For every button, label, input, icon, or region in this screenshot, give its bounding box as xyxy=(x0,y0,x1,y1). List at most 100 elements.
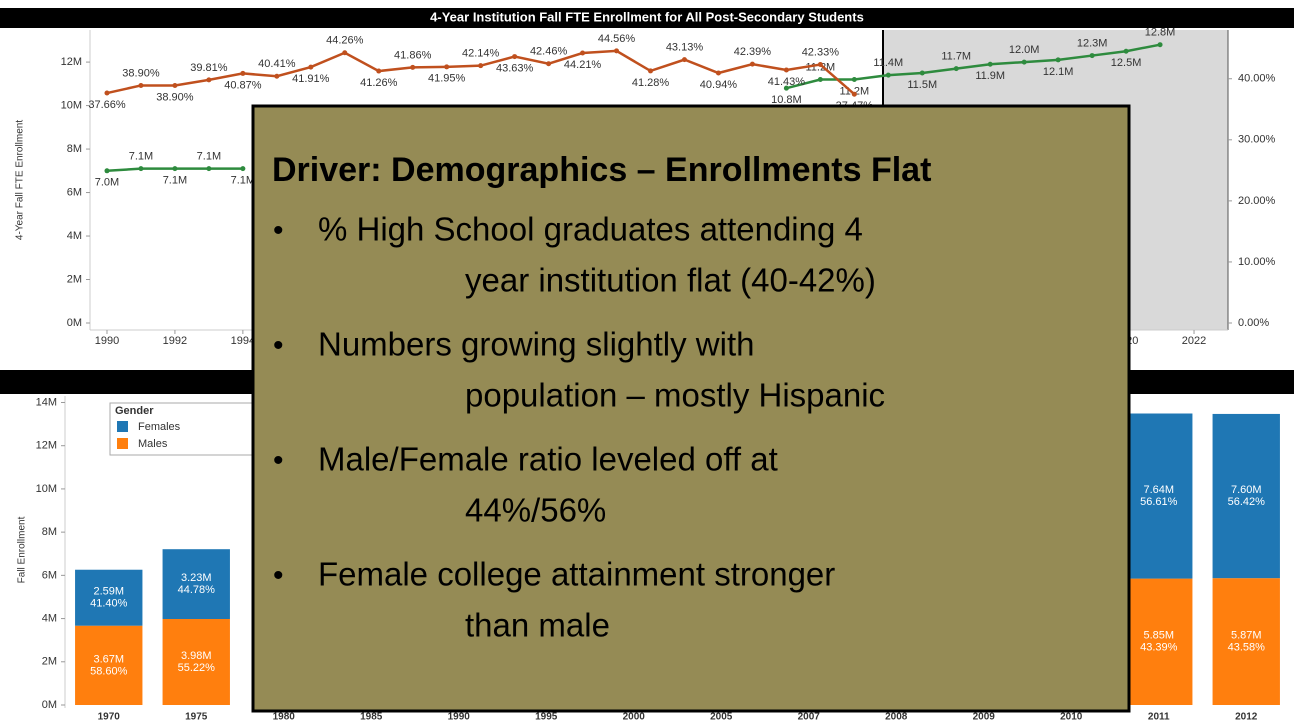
data-label: 12.1M xyxy=(1043,66,1074,78)
data-label: 7.64M xyxy=(1143,484,1174,496)
data-label: 41.95% xyxy=(428,73,466,85)
share-label: 58.60% xyxy=(90,665,128,677)
data-label: 42.39% xyxy=(734,46,772,58)
data-label: 2.59M xyxy=(93,586,124,598)
y2-tick-label: 20.00% xyxy=(1238,195,1276,207)
point xyxy=(1021,59,1027,65)
point xyxy=(138,166,144,172)
data-label: 11.4M xyxy=(873,57,903,69)
bullet-text: Female college attainment stronger xyxy=(318,556,835,593)
point xyxy=(580,50,586,56)
point xyxy=(512,54,518,60)
data-label: 41.91% xyxy=(292,73,330,85)
y-tick-label: 0M xyxy=(42,699,57,711)
point xyxy=(1157,42,1163,48)
bar-segment xyxy=(1125,413,1193,579)
y-tick-label: 8M xyxy=(67,143,82,155)
data-label: 41.26% xyxy=(360,77,398,89)
point xyxy=(715,70,721,76)
chart-title: 4-Year Institution Fall FTE Enrollment f… xyxy=(430,9,864,24)
callout-heading: Driver: Demographics – Enrollments Flat xyxy=(272,151,931,189)
point xyxy=(104,168,110,174)
y-tick-label: 2M xyxy=(42,656,57,668)
share-label: 56.61% xyxy=(1140,496,1178,508)
bullet-text: year institution flat (40-42%) xyxy=(465,262,876,299)
data-label: 41.28% xyxy=(632,77,670,89)
legend-title: Gender xyxy=(115,405,154,417)
y-tick-label: 14M xyxy=(36,396,57,408)
share-label: 55.22% xyxy=(178,662,216,674)
x-tick-label: 1975 xyxy=(185,712,208,723)
series-line xyxy=(786,43,1161,90)
y-tick-label: 6M xyxy=(42,569,57,581)
legend xyxy=(109,402,261,456)
data-label: 3.23M xyxy=(181,572,212,584)
data-label: 41.86% xyxy=(394,49,432,61)
point xyxy=(648,68,654,74)
share-label: 41.40% xyxy=(90,598,128,610)
legend-swatch xyxy=(117,421,128,432)
data-label: 43.63% xyxy=(496,62,534,74)
x-tick-label: 1995 xyxy=(535,712,558,723)
point xyxy=(1089,53,1095,59)
data-label: 12.5M xyxy=(1111,57,1142,69)
data-label: 5.87M xyxy=(1231,629,1262,641)
point xyxy=(817,62,823,68)
data-label: 42.14% xyxy=(462,48,500,60)
data-label: 12.8M xyxy=(1145,27,1176,39)
y-tick-label: 2M xyxy=(67,273,82,285)
point xyxy=(444,64,450,70)
point xyxy=(172,166,178,172)
data-label: 10.8M xyxy=(771,94,802,106)
point xyxy=(240,166,246,172)
data-label: 7.1M xyxy=(129,151,153,163)
bullet-text: 44%/56% xyxy=(465,492,606,529)
data-label: 7.60M xyxy=(1231,484,1262,496)
bullet-text: % High School graduates attending 4 xyxy=(318,211,863,248)
point xyxy=(817,76,823,82)
legend-label: Males xyxy=(138,438,168,450)
bullet-text: Male/Female ratio leveled off at xyxy=(318,441,778,478)
data-label: 7.0M xyxy=(95,177,119,189)
data-label: 11.5M xyxy=(907,79,937,91)
x-tick-label: 1980 xyxy=(273,712,296,723)
x-tick-label: 1994 xyxy=(231,335,255,347)
data-label: 44.26% xyxy=(326,35,364,47)
data-label: 5.85M xyxy=(1143,630,1174,642)
y-axis-label: Fall Enrollment xyxy=(17,516,28,583)
point xyxy=(478,63,484,69)
point xyxy=(919,70,925,76)
x-tick-label: 2005 xyxy=(710,712,733,723)
bullet: • xyxy=(273,214,284,247)
x-tick-label: 1985 xyxy=(360,712,383,723)
y-tick-label: 10M xyxy=(61,99,82,111)
y-tick-label: 12M xyxy=(61,56,82,68)
data-label: 43.13% xyxy=(666,42,704,54)
x-tick-label: 2008 xyxy=(885,712,908,723)
point xyxy=(783,85,789,91)
data-label: 7.1M xyxy=(163,175,187,187)
data-label: 11.9M xyxy=(975,70,1005,82)
y2-tick-label: 0.00% xyxy=(1238,317,1269,329)
point xyxy=(1055,57,1061,63)
bullet: • xyxy=(273,559,284,592)
point xyxy=(104,90,110,96)
y2-tick-label: 30.00% xyxy=(1238,134,1276,146)
legend-swatch xyxy=(117,438,128,449)
y2-tick-label: 10.00% xyxy=(1238,256,1276,268)
callout-box xyxy=(251,104,1131,713)
share-label: 43.58% xyxy=(1228,641,1266,653)
y-tick-label: 4M xyxy=(42,612,57,624)
point xyxy=(749,61,755,67)
point xyxy=(274,73,280,79)
share-label: 44.78% xyxy=(178,584,216,596)
point xyxy=(851,91,857,97)
point xyxy=(783,67,789,73)
bar-segment xyxy=(1125,578,1193,705)
point xyxy=(546,61,552,67)
y-tick-label: 8M xyxy=(42,526,57,538)
data-label: 7.1M xyxy=(197,151,221,163)
data-label: 42.46% xyxy=(530,46,568,58)
y-tick-label: 12M xyxy=(36,440,57,452)
